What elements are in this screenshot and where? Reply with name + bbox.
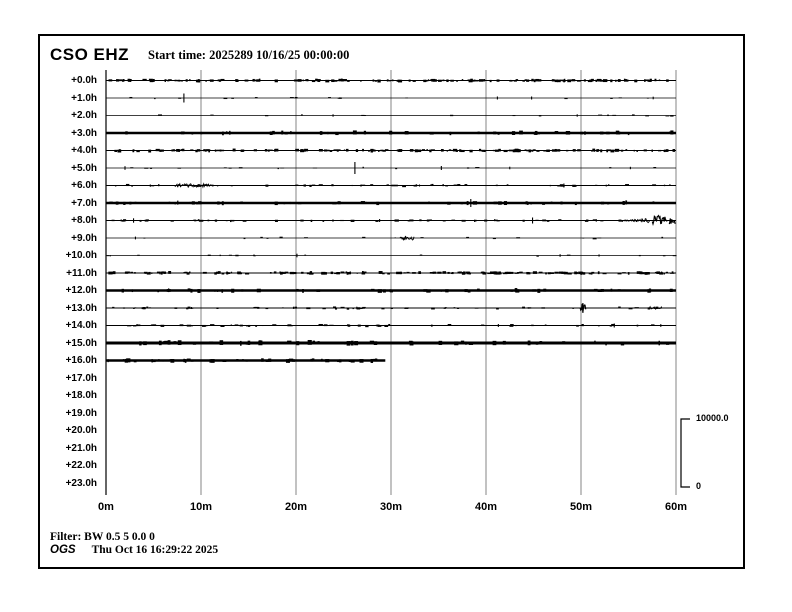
- trace-row-3: [106, 130, 676, 136]
- hour-label-20: +20.0h: [65, 425, 97, 436]
- hour-label-11: +11.0h: [66, 267, 97, 279]
- scale-min-label: 0: [696, 481, 702, 491]
- trace-row-10: [106, 253, 677, 258]
- hour-label-10: +10.0h: [65, 250, 97, 261]
- trace-row-4: [106, 148, 676, 153]
- trace-row-16: [106, 358, 386, 363]
- hour-label-8: +8.0h: [71, 215, 97, 226]
- hour-label-6: +6.0h: [71, 180, 97, 191]
- hour-label-13: +13.0h: [65, 302, 97, 314]
- credit-line: OGS Thu Oct 16 16:29:22 2025: [50, 544, 218, 556]
- scale-max-label: 10000.0: [696, 413, 729, 423]
- station-title: CSO EHZ: [50, 45, 130, 64]
- hour-label-2: +2.0h: [71, 110, 97, 121]
- hour-label-7: +7.0h: [71, 197, 97, 209]
- trace-row-5: [106, 162, 676, 174]
- start-time-label: Start time: 2025289 10/16/25 00:00:00: [148, 48, 350, 62]
- hour-label-16: +16.0h: [65, 355, 97, 366]
- hour-label-15: +15.0h: [65, 337, 97, 349]
- trace-row-14: [106, 323, 676, 328]
- trace-row-6: [106, 182, 676, 189]
- hour-label-19: +19.0h: [65, 407, 97, 419]
- scale-bracket: [680, 418, 690, 488]
- trace-row-15: [106, 339, 676, 346]
- timestamp-label: Thu Oct 16 16:29:22 2025: [91, 544, 219, 556]
- hour-label-17: +17.0h: [65, 372, 97, 384]
- minute-label-1: 10m: [189, 501, 213, 513]
- hour-label-14: +14.0h: [65, 320, 97, 331]
- hour-label-3: +3.0h: [71, 127, 97, 139]
- trace-row-2: [106, 114, 676, 117]
- minute-label-0: 0m: [98, 501, 114, 513]
- hour-label-21: +21.0h: [65, 442, 97, 454]
- hour-label-9: +9.0h: [71, 232, 97, 244]
- trace-row-9: [106, 235, 676, 242]
- figure-border: [38, 34, 745, 569]
- trace-row-0: [106, 78, 676, 83]
- hour-label-12: +12.0h: [65, 285, 97, 296]
- trace-row-13: [106, 303, 676, 313]
- minute-label-2: 20m: [284, 501, 308, 513]
- trace-row-7: [106, 199, 676, 207]
- hour-label-0: +0.0h: [71, 75, 97, 86]
- hour-label-18: +18.0h: [65, 390, 97, 401]
- trace-row-12: [106, 288, 676, 293]
- minute-label-6: 60m: [664, 501, 688, 513]
- hour-label-1: +1.0h: [71, 92, 97, 104]
- trace-row-8: [106, 214, 676, 227]
- minute-label-3: 30m: [379, 501, 403, 513]
- trace-row-1: [106, 93, 676, 103]
- filter-label: Filter: BW 0.5 5 0.0 0: [50, 531, 155, 543]
- agency-label: OGS: [50, 544, 76, 556]
- minute-label-4: 40m: [474, 501, 498, 513]
- hour-label-5: +5.0h: [71, 162, 97, 174]
- hour-label-4: +4.0h: [71, 145, 97, 156]
- hour-label-23: +23.0h: [65, 477, 97, 489]
- hour-label-22: +22.0h: [65, 460, 97, 471]
- trace-row-11: [106, 270, 676, 275]
- minute-label-5: 50m: [569, 501, 593, 513]
